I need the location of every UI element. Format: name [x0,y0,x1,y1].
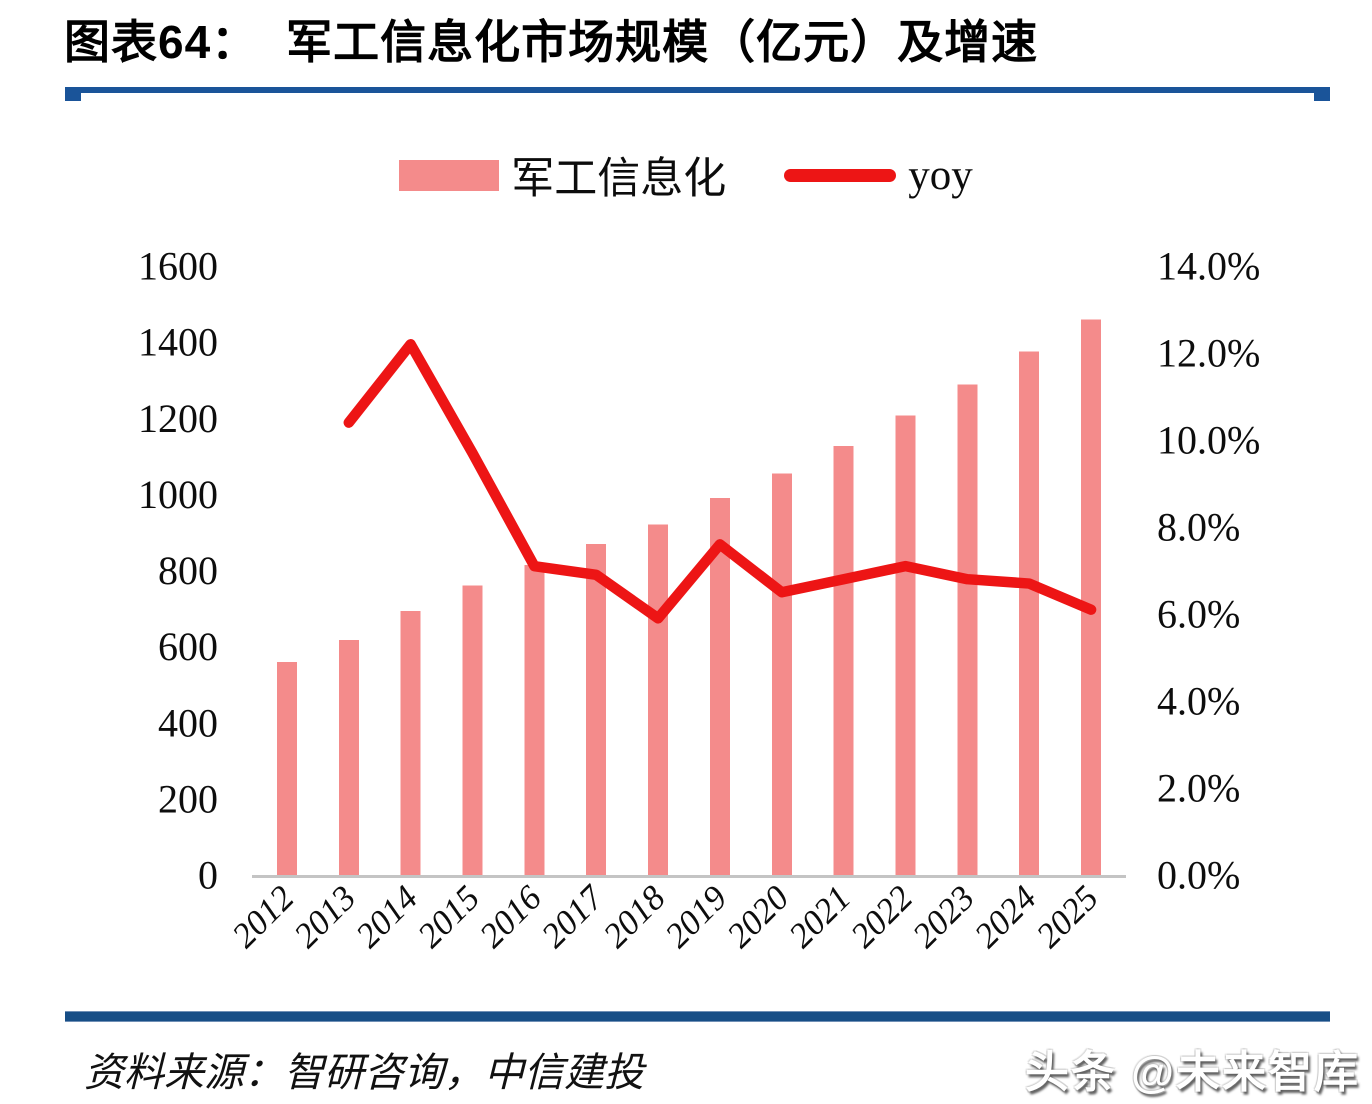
legend-line-label: yoy [908,151,973,199]
left-axis-label: 1200 [138,396,218,441]
x-axis-label: 2024 [967,878,1044,955]
footer-divider [65,1012,1330,1021]
figure-number: 图表64： [64,16,259,68]
bar-2023 [957,384,978,875]
x-axis-label: 2023 [905,878,982,955]
left-axis-label: 200 [158,776,218,821]
bar-2016 [524,565,545,875]
x-axis-label: 2020 [719,878,796,955]
legend-bar-label: 军工信息化 [511,156,727,203]
bar-2022 [895,415,916,875]
chart-canvas: 0 200 400 600 800 1000 1200 1400 1600 0.0% 2.0% 4.0… [138,244,1260,956]
bar-2015 [462,585,483,875]
x-axis-label: 2012 [225,878,302,955]
x-axis-label: 2025 [1029,878,1106,955]
bar-2020 [771,473,792,875]
x-axis-label: 2019 [658,878,735,955]
right-axis-label: 12.0% [1157,331,1260,376]
x-axis-label: 2017 [534,877,612,955]
bar-2021 [833,446,854,875]
x-axis-label: 2013 [286,878,363,955]
x-axis-label: 2021 [781,878,858,955]
x-axis-label: 2016 [472,878,549,955]
bar-2013 [338,639,359,875]
bar-2017 [586,543,607,875]
right-axis-label: 4.0% [1157,679,1240,724]
chart-legend: 军工信息化 yoy [0,144,1372,206]
x-axis-label: 2022 [843,878,920,955]
left-axis-label: 0 [198,853,218,898]
legend-line-swatch [784,168,897,182]
x-axis-label: 2014 [348,878,425,955]
x-axis-label: 2018 [596,878,673,955]
right-axis-label: 2.0% [1157,766,1240,811]
figure-title: 图表64： 军工信息化市场规模（亿元）及增速 [64,14,1038,72]
bar-2014 [400,611,421,875]
bar-2012 [276,661,297,875]
bar-2019 [709,497,730,875]
left-axis-label: 1000 [138,472,218,517]
right-axis-label: 8.0% [1157,505,1240,550]
bar-2025 [1081,319,1102,876]
left-axis-label: 1400 [138,320,218,365]
left-axis-label: 600 [158,624,218,669]
left-axis-label: 800 [158,548,218,593]
source-note: 资料来源：智研咨询，中信建投 [84,1050,644,1095]
left-axis-label: 400 [158,700,218,745]
figure-title-text: 军工信息化市场规模（亿元）及增速 [286,16,1039,68]
right-axis-label: 14.0% [1157,244,1260,289]
yoy-line [343,339,1097,624]
right-axis-label: 0.0% [1157,853,1240,898]
right-axis-label: 6.0% [1157,592,1240,637]
left-axis-label: 1600 [138,244,218,289]
legend-bar-swatch [399,159,500,191]
watermark: 头条 @未来智库 [1024,1048,1360,1097]
bar-2024 [1019,351,1040,875]
title-divider [65,87,1330,101]
bar-2018 [648,524,669,875]
x-axis-label: 2015 [410,878,487,955]
right-axis-label: 10.0% [1157,418,1260,463]
